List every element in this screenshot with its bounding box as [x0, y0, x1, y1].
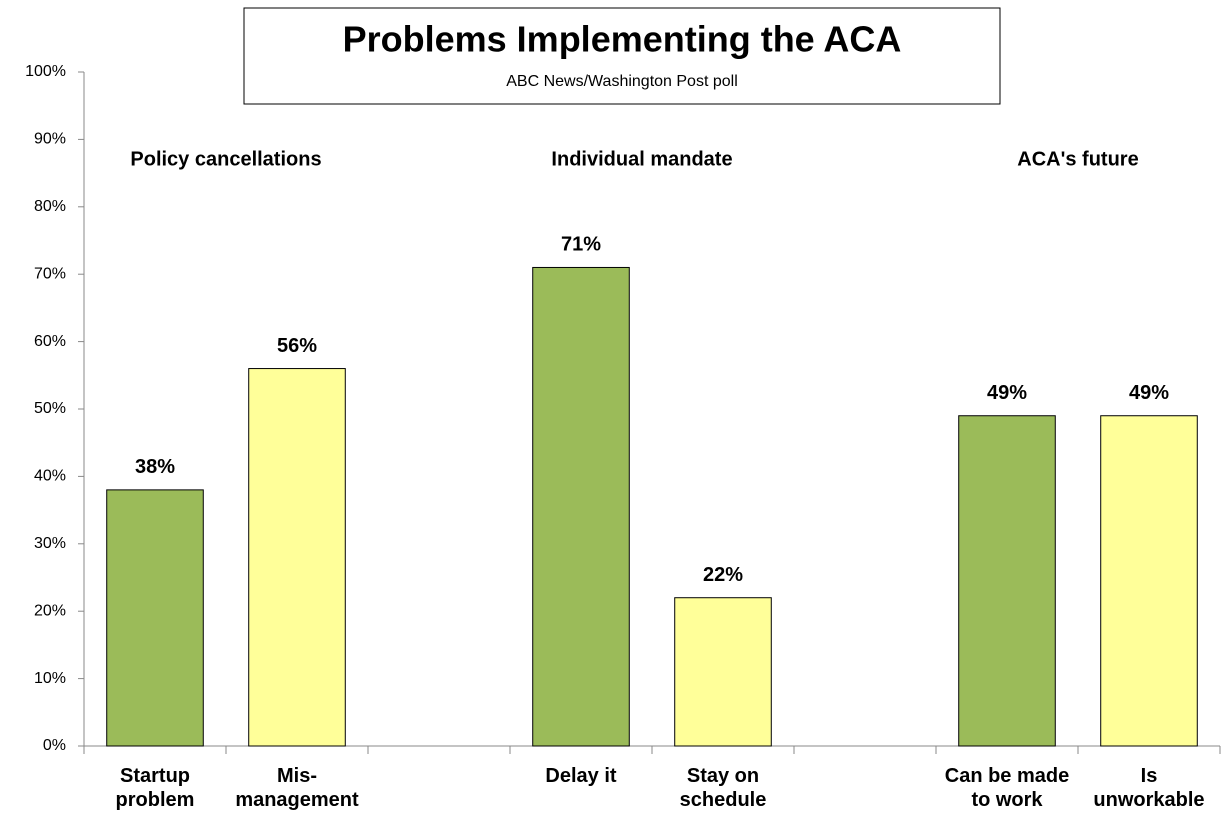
chart-title: Problems Implementing the ACA: [343, 19, 902, 60]
data-label: 56%: [277, 335, 317, 357]
y-tick-label: 50%: [34, 400, 66, 417]
y-tick-label: 0%: [43, 737, 66, 754]
bar: [532, 266, 630, 747]
y-tick-label: 60%: [34, 333, 66, 350]
x-tick-label: Stay on schedule: [679, 765, 767, 811]
data-label: 71%: [561, 234, 601, 256]
y-tick-label: 100%: [25, 63, 66, 80]
bar: [248, 368, 346, 747]
bar: [106, 489, 204, 747]
y-tick-label: 70%: [34, 265, 66, 282]
data-label: 49%: [987, 382, 1027, 404]
x-tick-label: Can be made to work: [944, 765, 1070, 811]
x-tick-label: Delay it: [545, 765, 617, 787]
x-tick-label: Is unworkable: [1093, 765, 1205, 811]
y-tick-label: 40%: [34, 468, 66, 485]
y-tick-label: 10%: [34, 670, 66, 687]
y-tick-label: 90%: [34, 131, 66, 148]
x-tick-label: Startup problem: [115, 765, 195, 811]
data-label: 49%: [1129, 382, 1169, 404]
title-box: [243, 7, 1001, 105]
data-label: 38%: [135, 456, 175, 478]
y-tick-label: 80%: [34, 198, 66, 215]
bar: [1100, 415, 1198, 747]
group-label: ACA's future: [1017, 148, 1138, 170]
y-tick-label: 20%: [34, 602, 66, 619]
chart-subtitle: ABC News/Washington Post poll: [506, 73, 738, 90]
data-label: 22%: [703, 564, 743, 586]
group-label: Policy cancellations: [130, 148, 321, 170]
bar: [674, 597, 772, 747]
bar: [958, 415, 1056, 747]
y-tick-label: 30%: [34, 535, 66, 552]
group-label: Individual mandate: [551, 148, 732, 170]
x-tick-label: Mis- management: [235, 765, 359, 811]
